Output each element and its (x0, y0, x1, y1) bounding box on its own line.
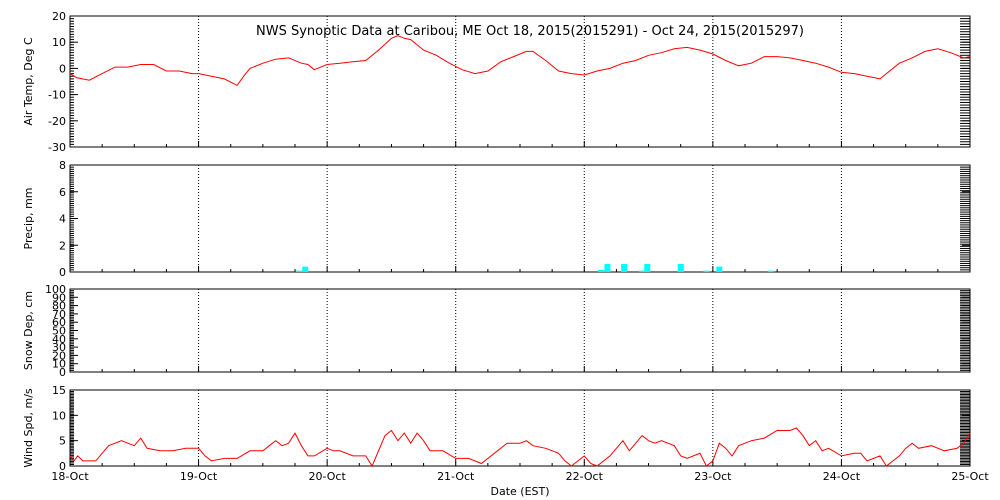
precip-y-axis-label: Precip, mm (22, 188, 35, 250)
precip-bar (621, 263, 628, 272)
snow-depth-y-tick-label: 100 (45, 283, 66, 296)
wind-speed-y-axis-label: Wind Spd, m/s (22, 388, 35, 468)
wind-speed-series-line (69, 427, 971, 468)
x-tick-label: 18-Oct (51, 470, 89, 483)
wind-speed-y-tick-label: 5 (59, 435, 66, 448)
air-temp-y-axis-label: Air Temp, Deg C (22, 37, 35, 126)
wind-speed-y-tick-label: 15 (52, 384, 66, 397)
precip-bar (716, 266, 723, 272)
snow-depth-y-tick-label: 50 (52, 325, 66, 338)
air-temp-y-tick-label: -30 (48, 141, 66, 154)
air-temp-y-tick-label: 10 (52, 36, 66, 49)
air-temp-y-tick-label: 20 (52, 10, 66, 23)
precip-y-tick-label: 0 (59, 266, 66, 279)
air-temp-panel: -30 -20 -10 0 10 20 Air Temp, Deg C (22, 10, 971, 154)
snow-depth-y-tick-label: 30 (52, 341, 66, 354)
wind-speed-panel: 0 5 10 15 Wind Spd, m/s (22, 384, 971, 473)
wind-speed-frame (69, 389, 971, 467)
air-temp-y-tick-label: 0 (59, 62, 66, 75)
snow-depth-y-tick-label: 90 (52, 291, 66, 304)
x-tick-label: 22-Oct (566, 470, 604, 483)
snow-depth-y-tick-label: 40 (52, 333, 66, 346)
precip-frame (69, 164, 971, 273)
precip-bar (302, 266, 309, 272)
precip-bar (677, 263, 684, 272)
snow-depth-y-tick-label: 70 (52, 308, 66, 321)
precip-bar (639, 270, 646, 272)
wind-speed-y-tick-label: 0 (59, 460, 66, 473)
air-temp-series-line (69, 35, 971, 87)
precip-y-tick-label: 2 (59, 239, 66, 252)
air-temp-y-tick-label: -20 (48, 115, 66, 128)
chart-title: NWS Synoptic Data at Caribou, ME Oct 18,… (256, 24, 804, 39)
snow-depth-y-tick-label: 10 (52, 358, 66, 371)
snow-depth-y-tick-label: 80 (52, 300, 66, 313)
x-axis-label: Date (EST) (490, 485, 549, 498)
x-tick-label: 25-Oct (951, 470, 989, 483)
precip-y-tick-label: 8 (59, 159, 66, 172)
x-tick-label: 19-Oct (180, 470, 218, 483)
snow-depth-y-tick-label: 60 (52, 316, 66, 329)
precip-bar (703, 270, 710, 272)
precip-y-tick-label: 4 (59, 213, 66, 226)
snow-depth-y-axis-label: Snow Dep, cm (22, 291, 35, 370)
snow-depth-y-tick-label: 20 (52, 349, 66, 362)
x-tick-label: 23-Oct (694, 470, 732, 483)
snow-depth-y-tick-label: 0 (59, 366, 66, 379)
precip-bar (644, 263, 651, 272)
precip-bar (598, 269, 604, 272)
precip-bar (767, 270, 774, 272)
x-tick-label: 21-Oct (437, 470, 475, 483)
snow-depth-frame (69, 288, 971, 373)
x-tick-label: 20-Oct (308, 470, 346, 483)
precip-bar (295, 270, 302, 272)
wind-speed-y-tick-label: 10 (52, 409, 66, 422)
x-tick-label: 24-Oct (823, 470, 861, 483)
air-temp-y-tick-label: -10 (48, 89, 66, 102)
precip-bar (604, 263, 611, 272)
precip-panel: 0 2 4 6 8 Precip, mm (22, 159, 971, 279)
precip-y-tick-label: 6 (59, 186, 66, 199)
